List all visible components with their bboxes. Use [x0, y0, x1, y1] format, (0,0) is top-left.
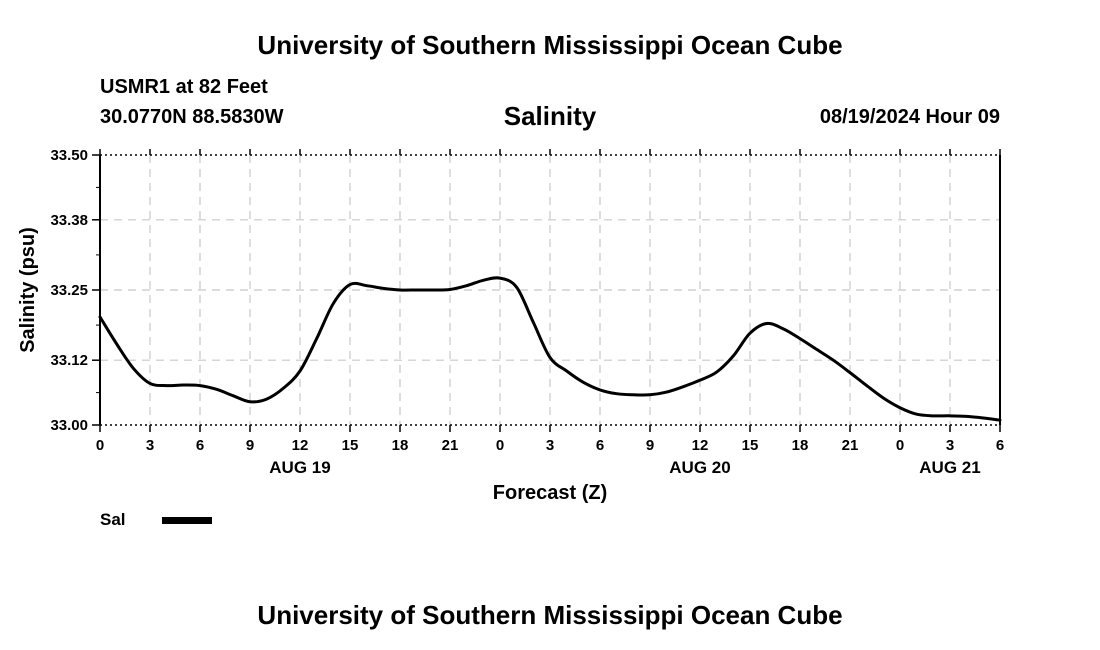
- x-tick-label: 3: [146, 437, 154, 454]
- x-tick-label: 3: [546, 437, 554, 454]
- x-axis-label: Forecast (Z): [492, 482, 608, 504]
- x-tick-label: 6: [996, 437, 1004, 454]
- x-tick-label: 21: [442, 437, 459, 454]
- x-tick-label: 0: [896, 437, 904, 454]
- x-tick-label: 3: [946, 437, 954, 454]
- x-tick-label: 21: [842, 437, 859, 454]
- legend-swatch: [162, 517, 212, 524]
- x-tick-label: 15: [342, 437, 359, 454]
- x-tick-label: 15: [742, 437, 759, 454]
- y-tick-label: 33.38: [50, 212, 88, 229]
- y-tick-label: 33.00: [50, 417, 88, 434]
- x-tick-label: 0: [496, 437, 504, 454]
- x-tick-label: 18: [792, 437, 809, 454]
- series-line-sal: [98, 276, 1002, 422]
- forecast-timestamp: 08/19/2024 Hour 09: [819, 106, 1000, 128]
- bottom-title: University of Southern Mississippi Ocean…: [257, 600, 843, 630]
- x-date-label: AUG 20: [669, 458, 730, 477]
- x-tick-label: 6: [596, 437, 604, 454]
- top-title: University of Southern Mississippi Ocean…: [257, 30, 843, 60]
- x-tick-label: 12: [292, 437, 309, 454]
- station-coords: 30.0770N 88.5830W: [100, 106, 284, 128]
- y-tick-label: 33.25: [50, 282, 88, 299]
- y-tick-label: 33.12: [50, 352, 88, 369]
- x-tick-label: 9: [646, 437, 654, 454]
- x-tick-label: 12: [692, 437, 709, 454]
- legend-label: Sal: [100, 510, 126, 529]
- x-tick-label: 9: [246, 437, 254, 454]
- chart-title: Salinity: [503, 101, 597, 131]
- y-axis-label: Salinity (psu): [17, 227, 39, 353]
- station-label: USMR1 at 82 Feet: [100, 76, 268, 98]
- x-date-label: AUG 19: [269, 458, 330, 477]
- x-date-label: AUG 21: [919, 458, 980, 477]
- x-tick-label: 18: [392, 437, 409, 454]
- y-tick-label: 33.50: [50, 147, 88, 164]
- x-tick-label: 6: [196, 437, 204, 454]
- x-tick-label: 0: [96, 437, 104, 454]
